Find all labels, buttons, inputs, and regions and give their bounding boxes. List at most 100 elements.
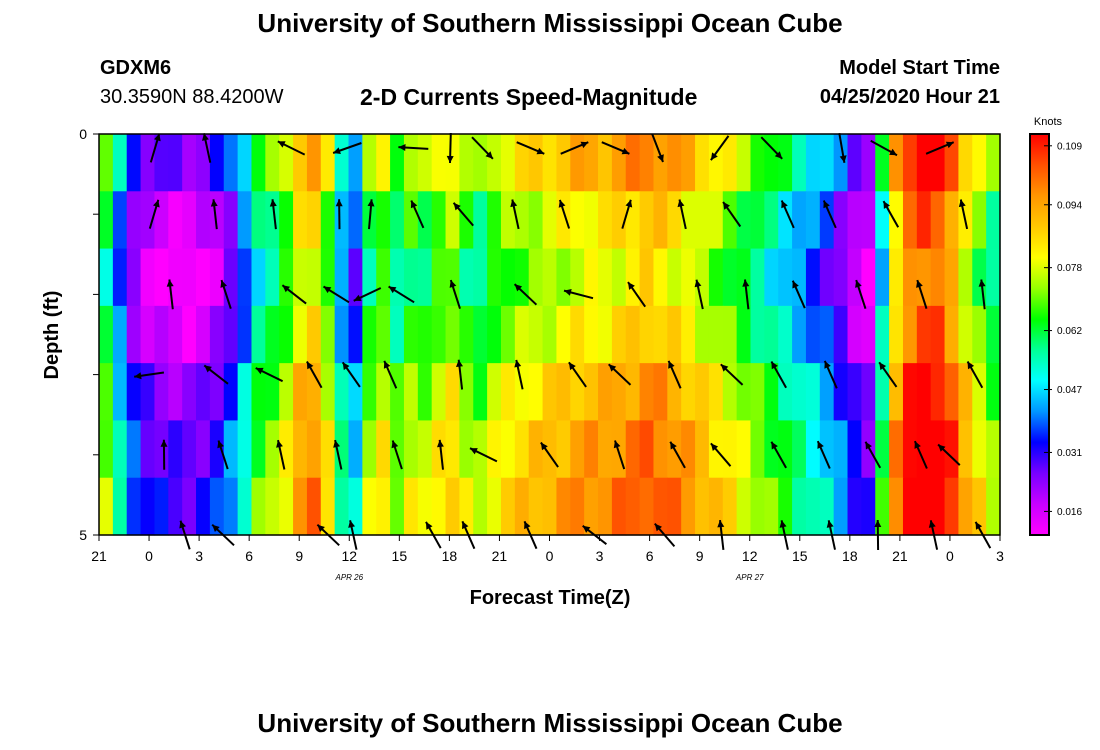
current-vector: [791, 280, 806, 309]
heat-cell: [320, 134, 336, 192]
current-vector: [710, 135, 730, 161]
heat-cell: [875, 134, 890, 192]
heat-cell: [390, 420, 405, 479]
heat-cell: [293, 477, 308, 536]
heat-cell: [750, 248, 765, 307]
heat-cell: [514, 134, 530, 192]
current-vector: [540, 441, 559, 468]
heat-cell: [833, 477, 849, 536]
current-vector: [742, 279, 750, 310]
heat-cell: [140, 248, 156, 307]
heat-cell: [182, 248, 197, 307]
heat-cell: [168, 305, 183, 364]
heat-cell: [598, 134, 613, 192]
current-vector: [149, 133, 161, 163]
heat-cell: [209, 248, 225, 307]
current-vector: [513, 283, 538, 306]
heat-cell: [417, 420, 433, 479]
heat-cell: [514, 363, 530, 422]
heat-cell: [805, 191, 821, 250]
heat-cell: [362, 363, 377, 422]
heat-cell: [916, 305, 932, 364]
current-vector: [456, 359, 464, 390]
heat-cell: [847, 477, 862, 536]
heat-cell: [805, 248, 821, 307]
heat-cell: [875, 477, 890, 536]
heat-cell: [279, 191, 294, 250]
heat-cell: [279, 477, 294, 536]
heat-cell: [251, 248, 266, 307]
heat-cell: [390, 363, 405, 422]
heat-cell: [223, 191, 239, 250]
heat-cell: [889, 363, 904, 422]
heat-cell: [182, 305, 197, 364]
heat-cell: [542, 305, 558, 364]
heat-cell: [500, 477, 516, 536]
heat-cell: [764, 477, 779, 536]
heat-cell: [625, 420, 641, 479]
heat-cell: [667, 363, 682, 422]
heat-cell: [473, 305, 488, 364]
current-vector: [217, 440, 229, 470]
current-vector: [333, 439, 343, 470]
x-axis: 21 0 3 6 9 12 15 18 21 0 3 6 9 12 15 18 21 0 3 APR 26 APR 27: [91, 535, 1004, 582]
heat-cell: [140, 191, 156, 250]
date-label: APR 26: [334, 573, 363, 582]
current-vector: [341, 361, 361, 388]
heat-cell: [334, 248, 350, 307]
heat-cell: [293, 305, 308, 364]
current-vector: [770, 361, 787, 389]
current-vector: [322, 285, 350, 304]
x-tick-label: 0: [145, 548, 153, 564]
heat-cell: [487, 134, 502, 192]
chart-title: 2-D Currents Speed-Magnitude: [360, 84, 698, 110]
x-tick-label: 6: [245, 548, 253, 564]
heat-cell: [653, 191, 668, 250]
heat-cell: [986, 248, 1001, 307]
heat-cell: [265, 477, 280, 536]
heat-cell: [196, 134, 211, 192]
heat-cell: [916, 134, 932, 192]
heat-cell: [889, 420, 904, 479]
x-tick-label: 9: [295, 548, 303, 564]
heat-cell: [681, 477, 696, 536]
heat-cell: [695, 134, 710, 192]
heat-cell: [764, 420, 779, 479]
heat-cell: [459, 420, 474, 479]
heat-cell: [653, 305, 668, 364]
heat-cell: [182, 191, 197, 250]
heat-cell: [126, 420, 142, 479]
heat-cell: [334, 191, 350, 250]
current-vector: [437, 439, 444, 470]
colorbar-tick-label: 0.031: [1057, 448, 1082, 459]
heat-cell: [902, 191, 918, 250]
heat-cell: [833, 305, 849, 364]
current-vector: [160, 439, 168, 470]
heat-cell: [916, 420, 932, 479]
current-vector: [166, 279, 174, 310]
heat-cell: [944, 420, 960, 479]
speed-heatmap: [99, 134, 1001, 536]
x-tick-label: 18: [442, 548, 458, 564]
heat-cell: [805, 363, 821, 422]
heat-cell: [625, 191, 641, 250]
heat-cell: [986, 477, 1001, 536]
heat-cell: [889, 305, 904, 364]
current-vector: [694, 279, 704, 310]
heat-cell: [819, 248, 835, 307]
heat-cell: [487, 477, 502, 536]
current-vector: [855, 279, 867, 310]
heat-cell: [542, 363, 558, 422]
heat-cell: [348, 363, 363, 422]
current-vector: [148, 199, 160, 229]
heat-cell: [847, 134, 862, 192]
heat-cell: [598, 305, 613, 364]
heat-cell: [708, 363, 724, 422]
heat-cell: [251, 363, 266, 422]
heat-cell: [306, 134, 322, 192]
heat-cell: [334, 363, 350, 422]
heat-cell: [639, 420, 655, 479]
heat-cell: [944, 477, 960, 536]
heat-cell: [750, 477, 765, 536]
